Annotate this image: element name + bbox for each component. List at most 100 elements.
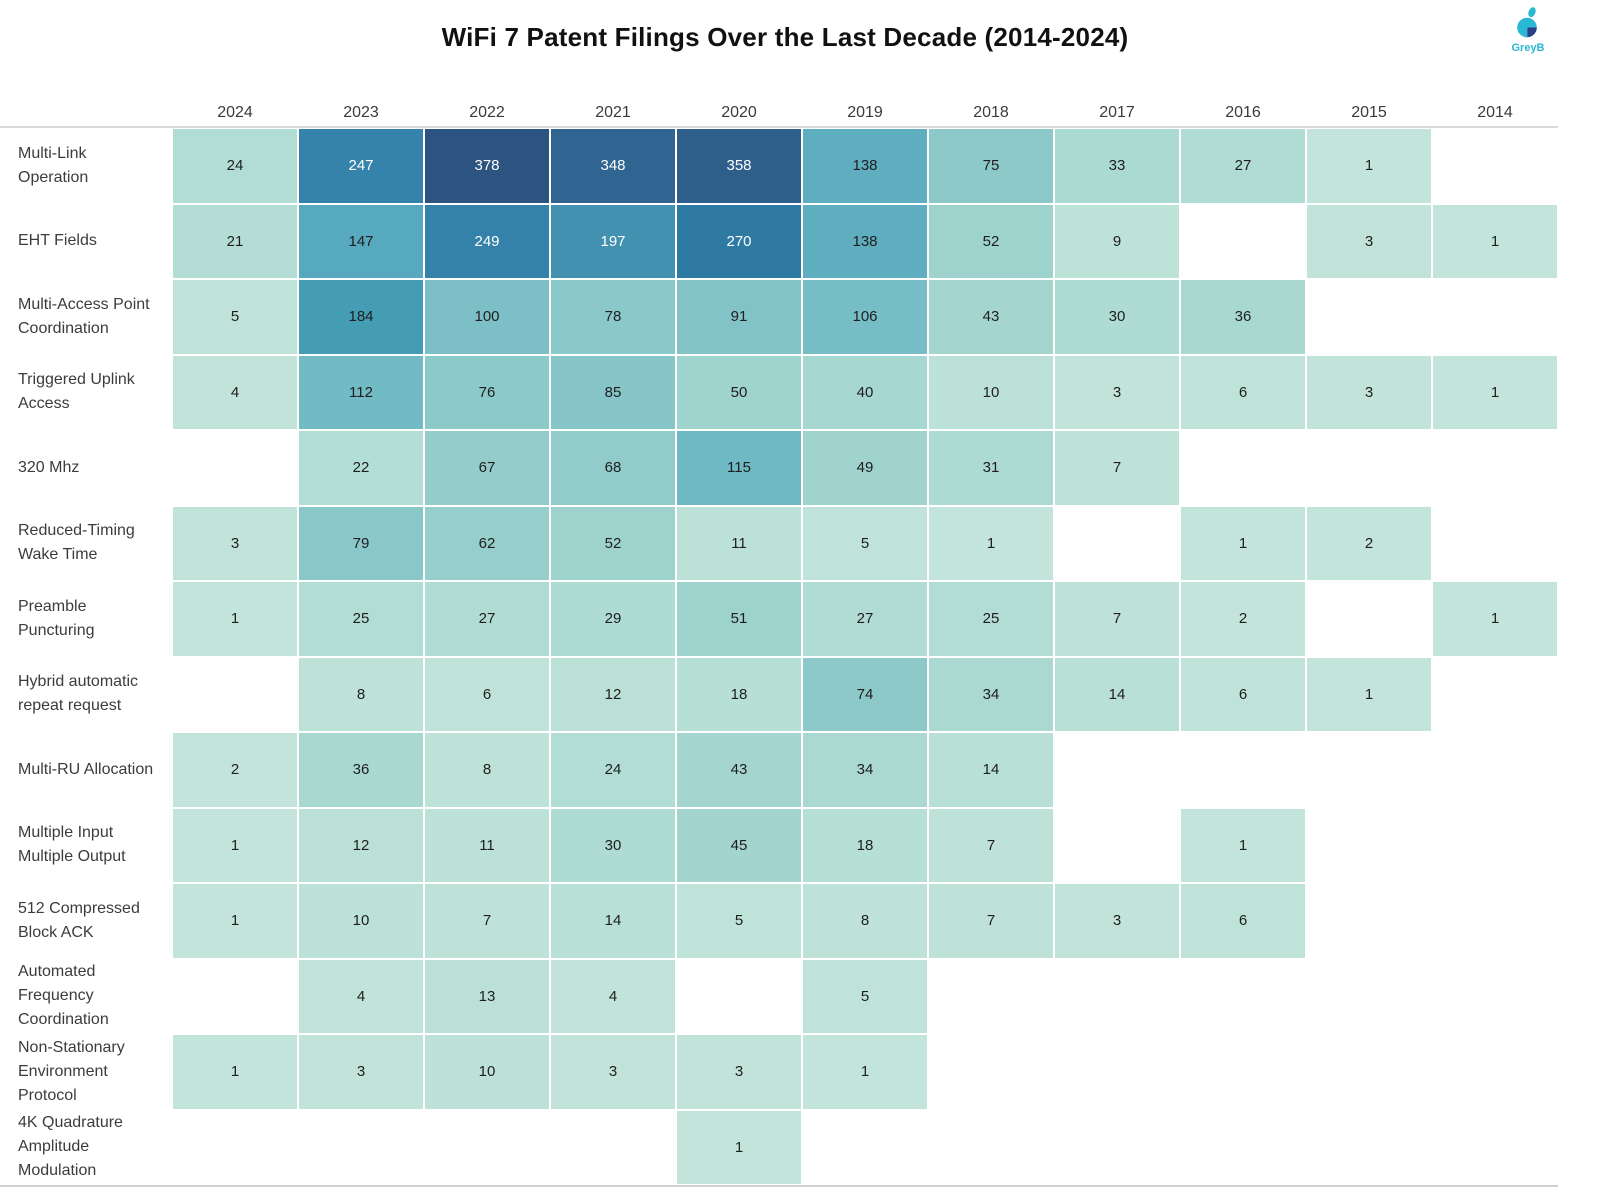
heatmap-cell[interactable]: 11	[424, 807, 550, 883]
heatmap-cell[interactable]: 25	[298, 581, 424, 657]
heatmap-cell[interactable]: 9	[1054, 203, 1180, 279]
heatmap-cell[interactable]: 2	[1306, 505, 1432, 581]
heatmap-cell[interactable]: 22	[298, 430, 424, 506]
heatmap-cell[interactable]: 184	[298, 279, 424, 355]
heatmap-cell[interactable]: 7	[1054, 430, 1180, 506]
heatmap-cell[interactable]: 112	[298, 354, 424, 430]
heatmap-cell[interactable]: 74	[802, 656, 928, 732]
heatmap-cell[interactable]: 358	[676, 128, 802, 204]
heatmap-cell[interactable]: 3	[298, 1034, 424, 1110]
heatmap-cell[interactable]: 31	[928, 430, 1054, 506]
heatmap-cell[interactable]: 25	[928, 581, 1054, 657]
heatmap-cell[interactable]: 6	[1180, 656, 1306, 732]
heatmap-cell[interactable]: 75	[928, 128, 1054, 204]
heatmap-cell[interactable]: 91	[676, 279, 802, 355]
heatmap-cell[interactable]: 50	[676, 354, 802, 430]
heatmap-cell[interactable]: 4	[550, 958, 676, 1034]
heatmap-cell[interactable]: 14	[550, 883, 676, 959]
heatmap-cell[interactable]: 13	[424, 958, 550, 1034]
heatmap-cell[interactable]: 10	[298, 883, 424, 959]
heatmap-cell[interactable]: 68	[550, 430, 676, 506]
heatmap-cell[interactable]: 1	[1432, 203, 1558, 279]
heatmap-cell[interactable]: 33	[1054, 128, 1180, 204]
heatmap-cell[interactable]: 43	[928, 279, 1054, 355]
heatmap-cell[interactable]: 8	[424, 732, 550, 808]
heatmap-cell[interactable]: 3	[676, 1034, 802, 1110]
heatmap-cell[interactable]: 5	[676, 883, 802, 959]
heatmap-cell[interactable]: 14	[1054, 656, 1180, 732]
heatmap-cell[interactable]: 270	[676, 203, 802, 279]
heatmap-cell[interactable]: 1	[1432, 354, 1558, 430]
heatmap-cell[interactable]: 30	[1054, 279, 1180, 355]
heatmap-cell[interactable]: 1	[676, 1109, 802, 1185]
heatmap-cell[interactable]: 10	[928, 354, 1054, 430]
heatmap-cell[interactable]: 5	[172, 279, 298, 355]
heatmap-cell[interactable]: 1	[1432, 581, 1558, 657]
heatmap-cell[interactable]: 34	[802, 732, 928, 808]
heatmap-cell[interactable]: 5	[802, 958, 928, 1034]
heatmap-cell[interactable]: 1	[172, 1034, 298, 1110]
heatmap-cell[interactable]: 1	[172, 581, 298, 657]
heatmap-cell[interactable]: 348	[550, 128, 676, 204]
heatmap-cell[interactable]: 27	[1180, 128, 1306, 204]
heatmap-cell[interactable]: 52	[928, 203, 1054, 279]
heatmap-cell[interactable]: 8	[298, 656, 424, 732]
heatmap-cell[interactable]: 21	[172, 203, 298, 279]
heatmap-cell[interactable]: 2	[172, 732, 298, 808]
heatmap-cell[interactable]: 4	[298, 958, 424, 1034]
heatmap-cell[interactable]: 3	[1306, 354, 1432, 430]
heatmap-cell[interactable]: 12	[550, 656, 676, 732]
heatmap-cell[interactable]: 106	[802, 279, 928, 355]
heatmap-cell[interactable]: 4	[172, 354, 298, 430]
heatmap-cell[interactable]: 3	[1054, 883, 1180, 959]
heatmap-cell[interactable]: 197	[550, 203, 676, 279]
heatmap-cell[interactable]: 62	[424, 505, 550, 581]
heatmap-cell[interactable]: 249	[424, 203, 550, 279]
heatmap-cell[interactable]: 27	[802, 581, 928, 657]
heatmap-cell[interactable]: 79	[298, 505, 424, 581]
heatmap-cell[interactable]: 18	[802, 807, 928, 883]
heatmap-cell[interactable]: 1	[1306, 656, 1432, 732]
heatmap-cell[interactable]: 115	[676, 430, 802, 506]
heatmap-cell[interactable]: 6	[424, 656, 550, 732]
heatmap-cell[interactable]: 7	[424, 883, 550, 959]
heatmap-cell[interactable]: 1	[1180, 505, 1306, 581]
heatmap-cell[interactable]: 11	[676, 505, 802, 581]
heatmap-cell[interactable]: 85	[550, 354, 676, 430]
heatmap-cell[interactable]: 147	[298, 203, 424, 279]
heatmap-cell[interactable]: 6	[1180, 354, 1306, 430]
heatmap-cell[interactable]: 52	[550, 505, 676, 581]
heatmap-cell[interactable]: 78	[550, 279, 676, 355]
heatmap-cell[interactable]: 76	[424, 354, 550, 430]
heatmap-cell[interactable]: 30	[550, 807, 676, 883]
heatmap-cell[interactable]: 34	[928, 656, 1054, 732]
heatmap-cell[interactable]: 36	[1180, 279, 1306, 355]
heatmap-cell[interactable]: 3	[1306, 203, 1432, 279]
heatmap-cell[interactable]: 138	[802, 203, 928, 279]
heatmap-cell[interactable]: 2	[1180, 581, 1306, 657]
heatmap-cell[interactable]: 3	[172, 505, 298, 581]
heatmap-cell[interactable]: 40	[802, 354, 928, 430]
heatmap-cell[interactable]: 378	[424, 128, 550, 204]
heatmap-cell[interactable]: 43	[676, 732, 802, 808]
heatmap-cell[interactable]: 10	[424, 1034, 550, 1110]
heatmap-cell[interactable]: 7	[928, 883, 1054, 959]
heatmap-cell[interactable]: 1	[172, 883, 298, 959]
heatmap-cell[interactable]: 1	[1306, 128, 1432, 204]
heatmap-cell[interactable]: 12	[298, 807, 424, 883]
heatmap-cell[interactable]: 100	[424, 279, 550, 355]
heatmap-cell[interactable]: 138	[802, 128, 928, 204]
heatmap-cell[interactable]: 3	[1054, 354, 1180, 430]
heatmap-cell[interactable]: 3	[550, 1034, 676, 1110]
heatmap-cell[interactable]: 247	[298, 128, 424, 204]
heatmap-cell[interactable]: 1	[1180, 807, 1306, 883]
heatmap-cell[interactable]: 8	[802, 883, 928, 959]
heatmap-cell[interactable]: 18	[676, 656, 802, 732]
heatmap-cell[interactable]: 36	[298, 732, 424, 808]
heatmap-cell[interactable]: 51	[676, 581, 802, 657]
heatmap-cell[interactable]: 67	[424, 430, 550, 506]
heatmap-cell[interactable]: 14	[928, 732, 1054, 808]
heatmap-cell[interactable]: 7	[1054, 581, 1180, 657]
heatmap-cell[interactable]: 29	[550, 581, 676, 657]
heatmap-cell[interactable]: 27	[424, 581, 550, 657]
